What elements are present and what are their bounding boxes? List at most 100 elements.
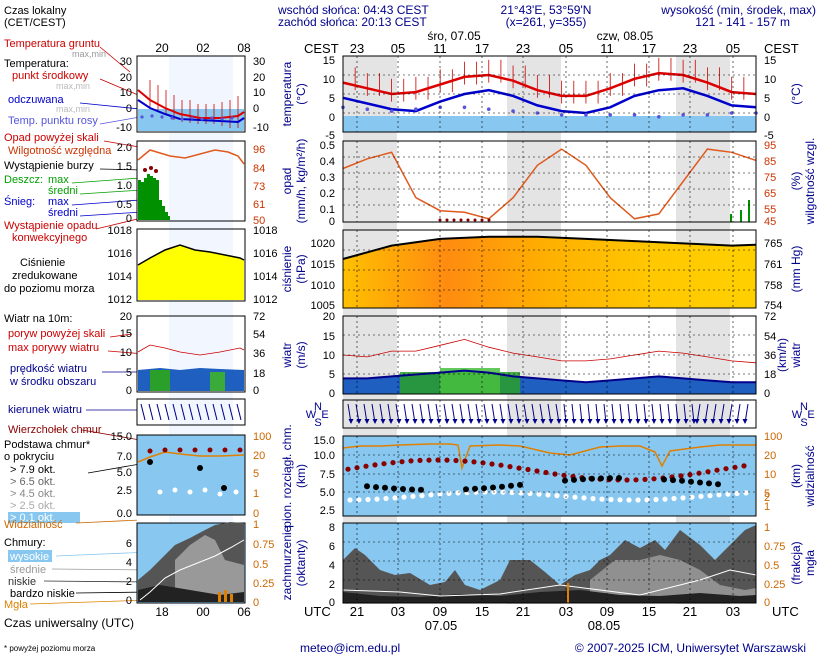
mini-temp-panel: 30 20 10 0 -10 30 20 10 0 -10 [116,55,269,134]
wind-arrow-head [508,419,514,424]
bottom-tick-label: 21 [516,604,530,619]
footer-email[interactable]: meteo@icm.edu.pl [300,641,400,655]
hum-axis-unit: (%) [789,172,803,191]
cloud-base-dot-dense [562,477,568,484]
svg-text:10: 10 [253,87,265,99]
dew-point-dot [632,113,637,117]
svg-text:6: 6 [329,541,335,553]
svg-text:754: 754 [764,300,782,312]
cover-panel: 8 6 4 2 0 1 0.75 0.5 0.25 0 [329,522,786,609]
cloud-base-dot [671,495,677,502]
winddir-panel: N W E S N W E S [306,399,815,429]
wind-arrow-head [694,419,700,424]
vis-axis-unit: (km) [789,464,803,488]
wind-arrow-head [460,419,466,424]
hum-axis-title: wilgotność wzgl. [803,138,817,226]
svg-text:0: 0 [126,213,132,225]
snow-mean-label: średni [48,207,78,219]
svg-text:15: 15 [764,55,776,67]
cloud-top-dot [687,472,693,478]
svg-text:765: 765 [764,238,782,250]
top-tick-label: 23 [516,41,530,56]
cloud-base-dot [653,496,659,503]
rain-label: Deszcz: [4,174,43,186]
compass-w-left: W [306,409,317,421]
temp-felt-line [342,87,757,115]
svg-text:18: 18 [253,368,265,380]
pressure-label-1: Ciśnienie [20,257,65,269]
svg-text:30: 30 [253,56,265,68]
svg-text:7.5: 7.5 [320,469,335,481]
top-tick-label: 23 [350,41,364,56]
cloud-base-dot-dense [589,475,595,482]
cloud-base-dot [527,490,533,497]
gust-over-label: poryw powyżej skali [8,328,105,340]
svg-text:2: 2 [126,576,132,588]
cloud-base-dot-dense [580,476,586,483]
dew-point-dot [559,113,564,117]
svg-text:10: 10 [323,74,335,86]
cloud-base-dot-dense [607,475,613,482]
pressure-label-2: zredukowane [12,270,77,282]
svg-text:0: 0 [329,112,335,124]
bottom-tick-label: 03 [391,604,405,619]
cloud-base-dot [518,490,524,496]
cloud-top-dot [417,457,423,463]
okt-label-3: > 4.5 okt. [10,488,56,500]
wind-speed-label-2: w środku obszaru [9,376,96,388]
top-tick-label: 17 [642,41,656,56]
dew-point-dot [608,113,613,117]
svg-text:1005: 1005 [311,300,335,312]
cloud-base-dot-dense [679,477,685,484]
wind-arrow-head [396,419,402,424]
wind-gust-line [342,338,757,364]
cloud-base-dot [545,492,551,498]
svg-text:1.0: 1.0 [117,180,132,192]
cover-axis-unit: (oktanty) [294,540,308,587]
svg-text:1012: 1012 [253,294,277,306]
svg-text:20: 20 [253,450,265,462]
svg-text:96: 96 [253,144,265,156]
cloud-top-dot [642,476,648,482]
cloud-base-dot-dense [490,484,496,491]
cloud-top-dot [534,468,540,474]
svg-text:20: 20 [253,72,265,84]
cloud-base-dot-dense [364,483,370,490]
wind-arrow-head [702,419,708,424]
svg-text:5: 5 [329,93,335,105]
svg-text:0.75: 0.75 [764,541,785,553]
cl-low-label: niskie [8,576,36,588]
mini-wind-panel: 20 15 10 5 0 72 54 36 18 0 [120,311,266,397]
cloud-base-dot-dense [418,486,424,493]
wind-title-label: Wiatr na 10m: [4,313,72,325]
cloud-top-dot [363,463,369,469]
svg-text:72: 72 [764,311,776,323]
svg-text:84: 84 [253,163,265,175]
top-tick-label: 11 [600,41,614,56]
day1-label: śro, 07.05 [427,29,481,43]
cloud-top-dot [678,473,684,479]
cloud-base-dot [356,497,362,503]
bottom-tick-label: 09 [433,604,447,619]
local-time-zone: (CET/CEST) [4,17,66,29]
wind-arrow-head [627,419,633,424]
cloud-top-dot [543,469,549,476]
cloud-top-dot [426,457,432,463]
cloud-base-label-2: o pokryciu [4,451,54,463]
cloud-vis-panel: 15.0 10.0 7.5 5.0 2.5 100 20 10 521 [314,431,783,517]
grid-text: (x=261, y=355) [506,15,587,29]
dew-point-dot [389,109,394,113]
cloud-top-dot [390,460,396,466]
utc-time-label: Czas uniwersalny (UTC) [4,616,134,630]
precip-axis-unit: (mm/h, kg/m²/h) [294,139,308,224]
svg-text:36: 36 [253,348,265,360]
svg-text:1016: 1016 [108,248,132,260]
legend-column: Czas lokalny (CET/CEST) 20 02 08 Tempera… [4,5,251,653]
cloud-base-dot-dense [400,486,406,492]
compass-s-left: S [314,417,321,429]
wind-arrow-head [364,419,370,424]
day2-label: czw, 08.05 [597,29,654,43]
wind-arrow-head [734,419,740,424]
svg-text:4: 4 [329,560,335,572]
svg-text:761: 761 [764,259,782,271]
